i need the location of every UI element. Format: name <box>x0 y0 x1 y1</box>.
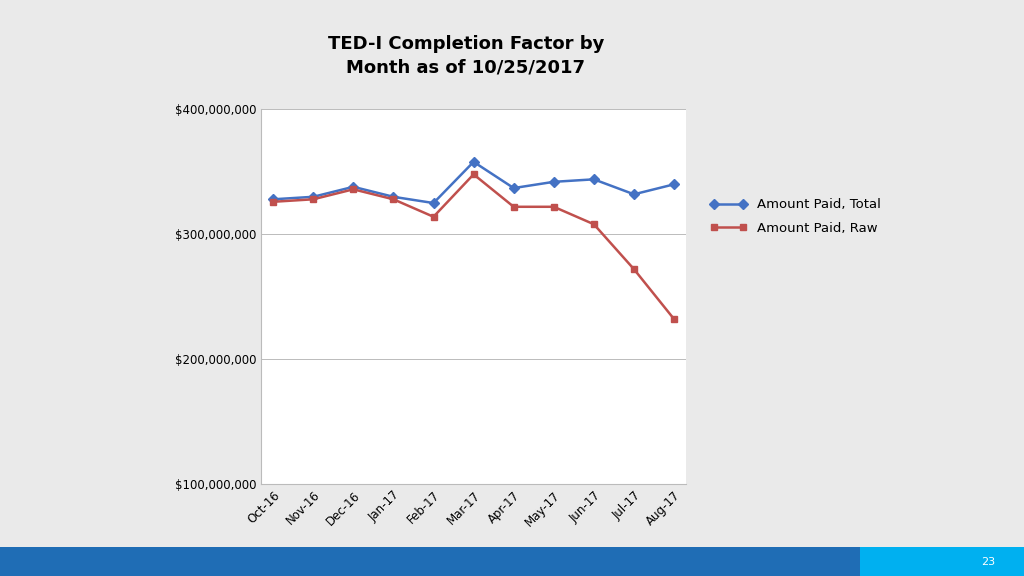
Amount Paid, Raw <box>427 213 439 220</box>
Amount Paid, Raw <box>628 266 640 272</box>
Legend: Amount Paid, Total, Amount Paid, Raw: Amount Paid, Total, Amount Paid, Raw <box>710 198 881 235</box>
Amount Paid, Total <box>387 194 399 200</box>
Amount Paid, Total <box>467 158 479 165</box>
Amount Paid, Total <box>668 181 680 188</box>
Amount Paid, Total <box>347 183 359 190</box>
Amount Paid, Raw <box>347 186 359 193</box>
Amount Paid, Total <box>267 196 280 203</box>
Text: TED-I Completion Factor by
Month as of 10/25/2017: TED-I Completion Factor by Month as of 1… <box>328 35 604 76</box>
Line: Amount Paid, Raw: Amount Paid, Raw <box>269 171 678 323</box>
Amount Paid, Total <box>508 184 520 191</box>
Amount Paid, Total <box>588 176 600 183</box>
Line: Amount Paid, Total: Amount Paid, Total <box>269 158 678 207</box>
Text: 23: 23 <box>981 556 995 567</box>
Amount Paid, Total <box>307 194 319 200</box>
Amount Paid, Total <box>548 179 560 185</box>
Amount Paid, Raw <box>668 316 680 323</box>
Amount Paid, Raw <box>548 203 560 210</box>
Amount Paid, Raw <box>267 198 280 205</box>
Amount Paid, Raw <box>588 221 600 228</box>
Amount Paid, Raw <box>387 196 399 203</box>
Amount Paid, Raw <box>467 171 479 178</box>
Amount Paid, Raw <box>307 196 319 203</box>
Amount Paid, Total <box>427 199 439 206</box>
Amount Paid, Raw <box>508 203 520 210</box>
Amount Paid, Total <box>628 191 640 198</box>
